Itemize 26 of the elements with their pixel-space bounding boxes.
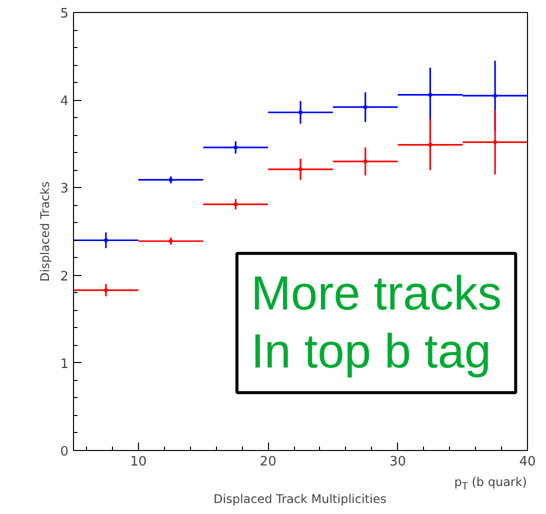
x-axis-title: Displaced Track Multiplicities xyxy=(214,491,386,508)
y-tick-label: 2 xyxy=(60,269,69,284)
y-tick-label: 3 xyxy=(60,182,69,197)
point xyxy=(428,92,432,97)
point xyxy=(363,105,368,110)
point xyxy=(104,238,108,242)
point xyxy=(234,145,238,150)
point xyxy=(363,159,368,164)
point xyxy=(298,110,302,114)
y-tick-label: 0 xyxy=(60,444,69,460)
y-tick-label: 1 xyxy=(60,356,69,372)
x-tick-label: 20 xyxy=(260,454,276,470)
point xyxy=(493,140,498,144)
x-tick-label: 10 xyxy=(130,454,147,470)
annotation: More tracks In top b tag xyxy=(250,267,502,379)
y-axis-title: Displaced Tracks xyxy=(38,181,52,282)
point xyxy=(234,202,238,206)
point xyxy=(428,142,432,147)
point xyxy=(104,288,108,292)
point xyxy=(493,94,498,98)
y-tick-label: 4 xyxy=(60,94,69,110)
x-tick-label: 30 xyxy=(390,454,406,470)
point xyxy=(298,167,302,172)
y-tick-label: 5 xyxy=(60,6,69,22)
text: p$_{T}$ (b quark) xyxy=(454,474,527,494)
x-tick-label: 40 xyxy=(519,454,536,470)
